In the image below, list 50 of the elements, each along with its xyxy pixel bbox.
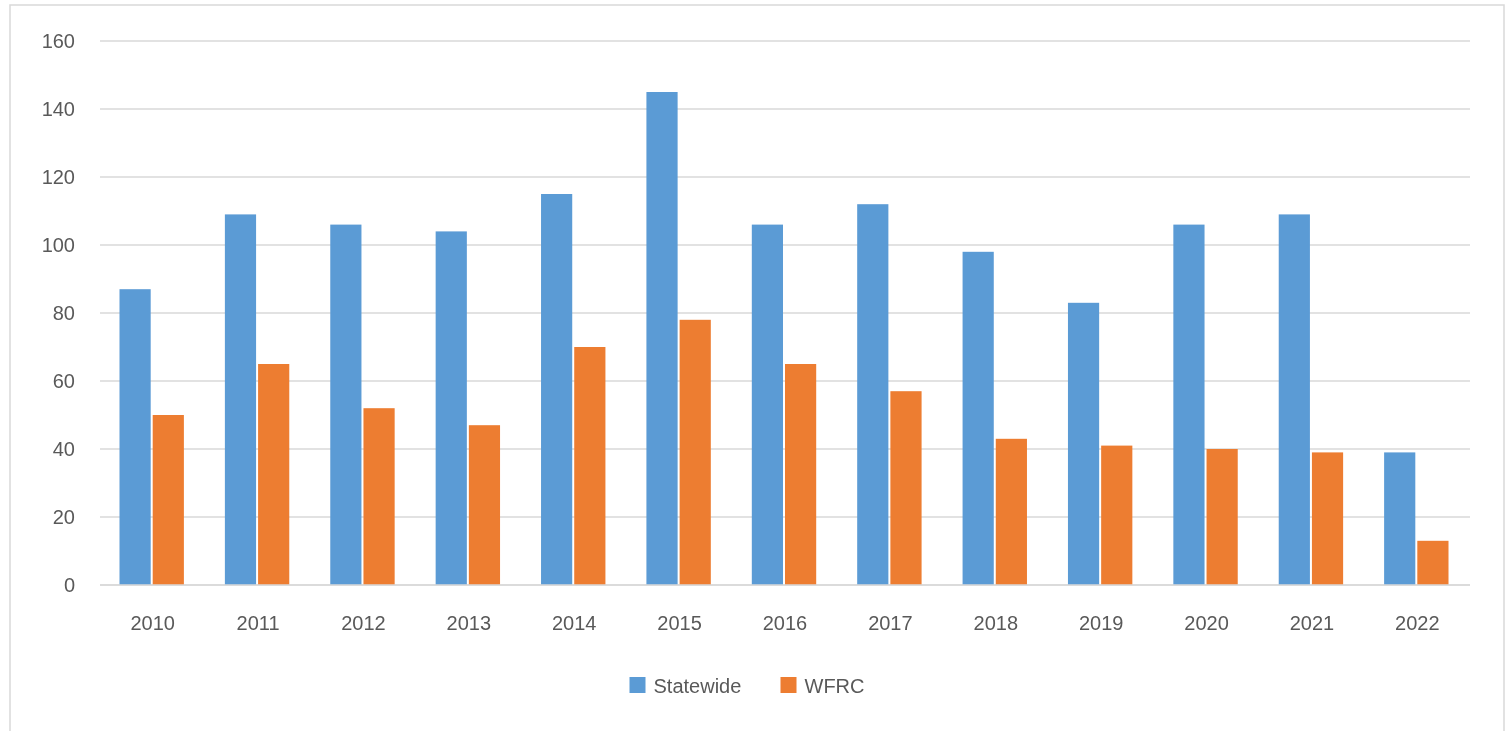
bar <box>1067 302 1100 585</box>
y-tick-label: 40 <box>52 438 75 460</box>
y-tick-label: 80 <box>52 302 75 324</box>
bar <box>435 231 467 585</box>
bar <box>785 364 817 585</box>
x-tick-label: 2017 <box>868 612 913 634</box>
x-tick-label: 2010 <box>130 612 175 634</box>
y-tick-label: 140 <box>41 98 75 120</box>
x-tick-label: 2019 <box>1078 612 1124 634</box>
x-tick-label: 2014 <box>551 612 597 634</box>
y-tick-label: 160 <box>41 30 75 52</box>
y-tick-label: 120 <box>41 166 75 188</box>
bar <box>1417 540 1449 585</box>
bar <box>1384 452 1416 585</box>
bar <box>1311 452 1344 585</box>
x-tick-label: 2022 <box>1395 612 1440 634</box>
bar <box>679 319 711 585</box>
bar <box>751 224 783 585</box>
bar <box>330 224 362 585</box>
x-tick-label: 2011 <box>236 612 280 634</box>
legend-label: Statewide <box>653 675 742 697</box>
bar <box>574 347 606 585</box>
bar <box>857 204 889 585</box>
bar <box>152 415 184 585</box>
bar <box>646 92 678 585</box>
bar <box>224 214 257 585</box>
bar <box>119 289 151 585</box>
bar <box>1173 224 1205 585</box>
x-tick-label: 2015 <box>657 612 702 634</box>
y-tick-label: 100 <box>41 234 75 256</box>
x-tick-label: 2013 <box>446 612 492 634</box>
bar <box>541 194 573 585</box>
bar <box>258 364 290 585</box>
x-tick-label: 2018 <box>973 612 1019 634</box>
y-tick-label: 0 <box>63 574 75 596</box>
bar <box>1278 214 1310 585</box>
y-tick-label: 60 <box>52 370 75 392</box>
bar <box>1206 449 1238 585</box>
bar <box>1101 445 1133 585</box>
bar <box>962 251 994 585</box>
y-tick-label: 20 <box>52 506 75 528</box>
x-tick-label: 2016 <box>762 612 808 634</box>
bar <box>995 438 1027 585</box>
bar <box>468 425 501 585</box>
x-tick-label: 2020 <box>1184 612 1229 634</box>
bar <box>890 391 922 585</box>
bar <box>363 408 395 585</box>
legend-label: WFRC <box>804 675 865 697</box>
x-tick-label: 2012 <box>341 612 386 634</box>
x-tick-label: 2021 <box>1289 612 1335 634</box>
